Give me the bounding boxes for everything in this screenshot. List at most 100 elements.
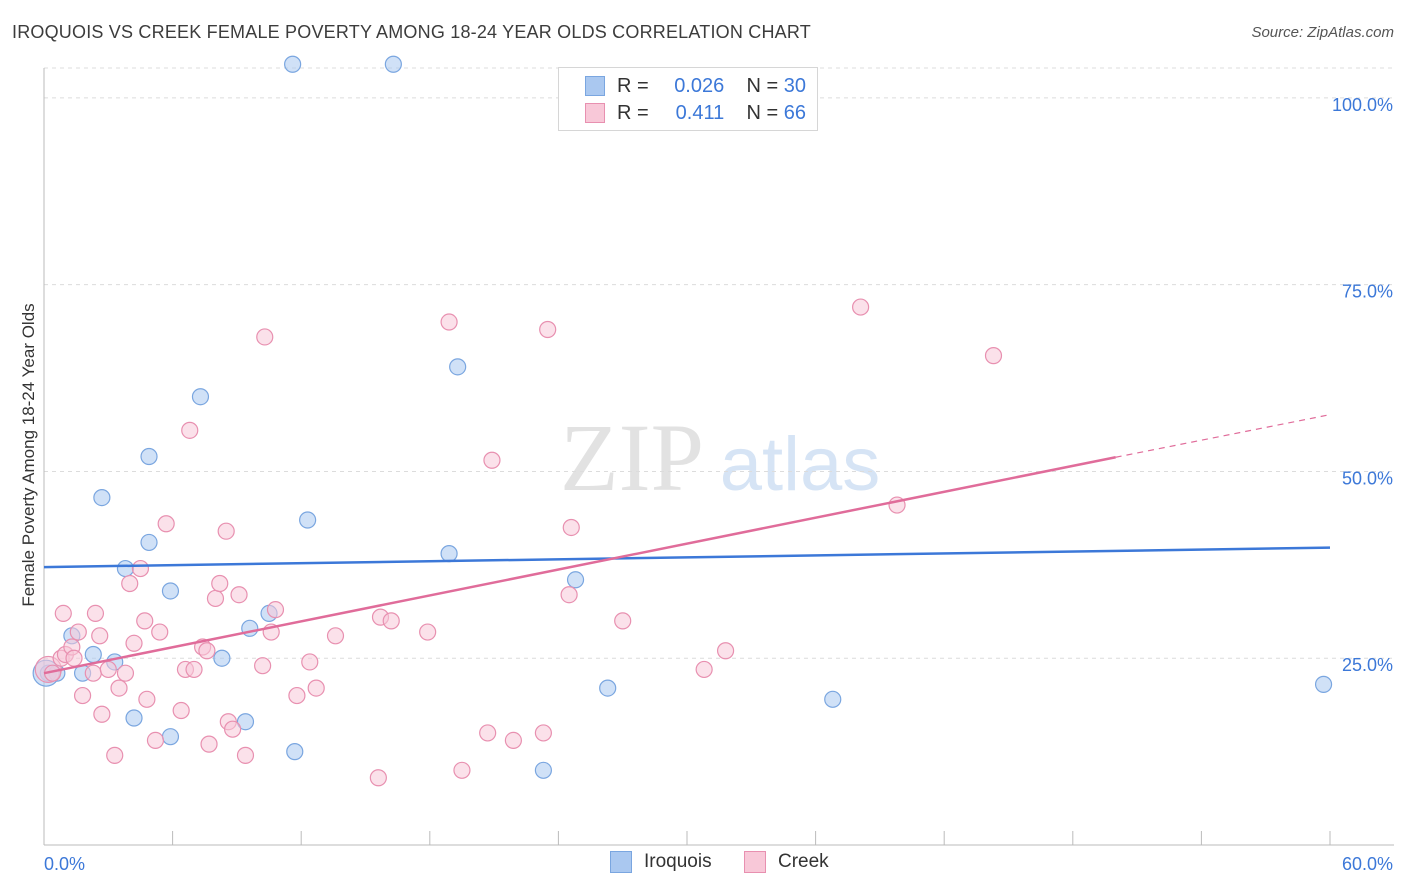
watermark-zip: ZIP [560, 404, 704, 511]
creek-point [256, 328, 274, 346]
source-label: Source: ZipAtlas.com [1251, 24, 1394, 41]
iroquois-point [140, 447, 158, 466]
creek-point [236, 746, 255, 764]
creek-swatch [585, 103, 605, 123]
legend-item-iroquois: Iroquois [610, 851, 712, 873]
axes [43, 68, 1394, 846]
creek-point [716, 642, 735, 660]
iroquois-n-value: 30 [783, 74, 806, 97]
iroquois-point [236, 713, 255, 731]
legend-row-creek: R = 0.411 N = 66 [585, 100, 806, 126]
creek-point [110, 679, 128, 697]
iroquois-point [213, 649, 231, 667]
iroquois-point [1314, 675, 1333, 693]
creek-r-label: R = [617, 101, 649, 124]
y-tick-label-25: 25.0% [1342, 655, 1393, 675]
gridlines [44, 67, 1394, 659]
creek-point [230, 586, 248, 604]
creek-point [146, 731, 165, 750]
creek-point [157, 515, 175, 533]
iroquois-point [566, 571, 585, 589]
iroquois-point [384, 55, 402, 73]
iroquois-r-label: R = [617, 74, 649, 97]
x-tick-label-min: 0.0% [44, 854, 85, 874]
creek-point [84, 664, 102, 682]
y-tick-label-100: 100.0% [1332, 95, 1393, 115]
y-tick-label-50: 50.0% [1342, 468, 1393, 488]
x-ticks [43, 831, 1331, 845]
watermark: ZIP atlas [560, 404, 880, 511]
iroquois-point [824, 690, 842, 708]
creek-point [224, 720, 242, 738]
creek-point [198, 642, 216, 660]
creek-point [307, 679, 325, 697]
creek-n-label: N = [746, 101, 779, 124]
creek-point [254, 657, 272, 675]
creek-point [121, 574, 139, 593]
iroquois-point [440, 545, 458, 563]
creek-point [93, 705, 111, 723]
creek-point [99, 660, 117, 679]
data-points [32, 55, 1333, 787]
creek-r-value: 0.411 [675, 101, 725, 124]
watermark-atlas: atlas [720, 422, 881, 507]
y-tick-labels: 25.0% 50.0% 75.0% 100.0% [1332, 95, 1393, 675]
creek-point [288, 686, 306, 705]
iroquois-point [191, 388, 210, 406]
creek-point [301, 653, 319, 671]
creek-point [440, 313, 458, 331]
iroquois-point [161, 728, 180, 746]
iroquois-point [116, 559, 135, 578]
y-tick-label-75: 75.0% [1342, 282, 1393, 302]
iroquois-point [534, 761, 552, 779]
creek-point [369, 769, 387, 787]
creek-point [116, 664, 135, 682]
creek-point [614, 612, 632, 630]
creek-point [382, 612, 400, 630]
iroquois-legend-label: Iroquois [644, 851, 712, 872]
iroquois-point [125, 709, 143, 727]
iroquois-point [284, 55, 302, 73]
creek-point [534, 724, 552, 742]
creek-point [138, 690, 156, 708]
iroquois-point [299, 511, 317, 529]
iroquois-point [161, 582, 180, 600]
creek-point [562, 518, 580, 537]
trend-lines [43, 414, 1331, 675]
iroquois-point [449, 358, 467, 376]
creek-trend-line [43, 456, 1116, 675]
creek-point [479, 724, 497, 742]
creek-point [483, 451, 501, 469]
series-legend: Iroquois Creek [0, 851, 1406, 879]
creek-point [106, 746, 124, 764]
creek-point [91, 627, 109, 645]
iroquois-point [84, 645, 102, 664]
iroquois-point [93, 488, 111, 507]
creek-point [326, 627, 345, 645]
creek-point [453, 761, 471, 779]
creek-point [560, 586, 578, 604]
creek-point [185, 660, 203, 679]
creek-point [151, 623, 169, 641]
creek-point [181, 421, 199, 439]
creek-n-value: 66 [783, 101, 806, 124]
creek-point [504, 731, 522, 750]
y-axis-label: Female Poverty Among 18-24 Year Olds [19, 303, 38, 606]
creek-point [984, 347, 1003, 365]
creek-point [266, 601, 285, 619]
creek-legend-label: Creek [778, 851, 829, 872]
iroquois-point [599, 679, 617, 697]
creek-point [69, 623, 87, 641]
iroquois-swatch [585, 76, 605, 96]
creek-point [695, 660, 713, 679]
legend-item-creek: Creek [744, 851, 829, 873]
creek-point [65, 649, 83, 667]
creek-point [852, 298, 870, 316]
creek-point [217, 522, 235, 540]
correlation-legend: R = 0.026 N = 30 R = 0.411 N = 66 [558, 67, 818, 131]
creek-point [419, 623, 437, 641]
iroquois-point [286, 743, 304, 761]
iroquois-r-value: 0.026 [674, 74, 725, 97]
iroquois-point [140, 533, 158, 552]
